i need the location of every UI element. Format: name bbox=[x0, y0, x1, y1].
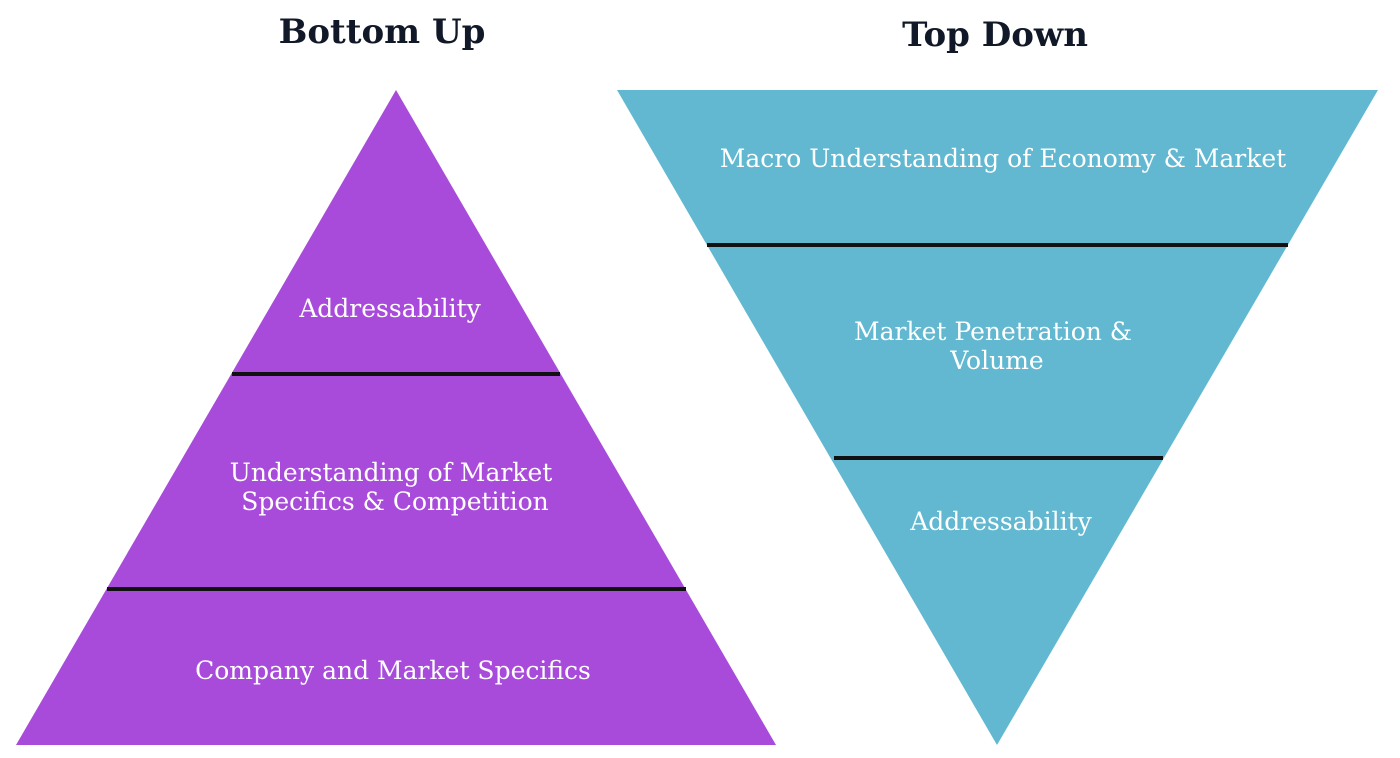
bottom-up-title: Bottom Up bbox=[279, 12, 486, 52]
bottom-up-layer-2-line-2: Specifics & Competition bbox=[241, 487, 549, 516]
bottom-up-layer-2-line-1: Understanding of Market bbox=[230, 458, 553, 487]
top-down-triangle bbox=[617, 90, 1378, 745]
bottom-up-layer-3-line-1: Company and Market Specifics bbox=[195, 656, 591, 685]
top-down-layer-macro: Macro Understanding of Economy & Market bbox=[720, 144, 1286, 173]
top-down-layer-addressability: Addressability bbox=[909, 507, 1092, 536]
bottom-up-triangle bbox=[16, 90, 776, 745]
bottom-up-pyramid: Bottom Up Addressability Understanding o… bbox=[16, 12, 776, 745]
top-down-layer-penetration: Market Penetration & Volume bbox=[854, 317, 1140, 375]
top-down-title: Top Down bbox=[902, 15, 1088, 55]
bottom-up-layer-1-line-1: Addressability bbox=[298, 294, 481, 323]
top-down-layer-1-line-1: Macro Understanding of Economy & Market bbox=[720, 144, 1286, 173]
top-down-layer-2-line-1: Market Penetration & bbox=[854, 317, 1132, 346]
bottom-up-layer-company-market: Company and Market Specifics bbox=[195, 656, 591, 685]
top-down-pyramid: Top Down Macro Understanding of Economy … bbox=[617, 15, 1378, 745]
top-down-layer-2-line-2: Volume bbox=[949, 346, 1043, 375]
bottom-up-layer-addressability: Addressability bbox=[298, 294, 481, 323]
bottom-up-layer-market-specifics: Understanding of Market Specifics & Comp… bbox=[230, 458, 561, 516]
top-down-layer-3-line-1: Addressability bbox=[909, 507, 1092, 536]
